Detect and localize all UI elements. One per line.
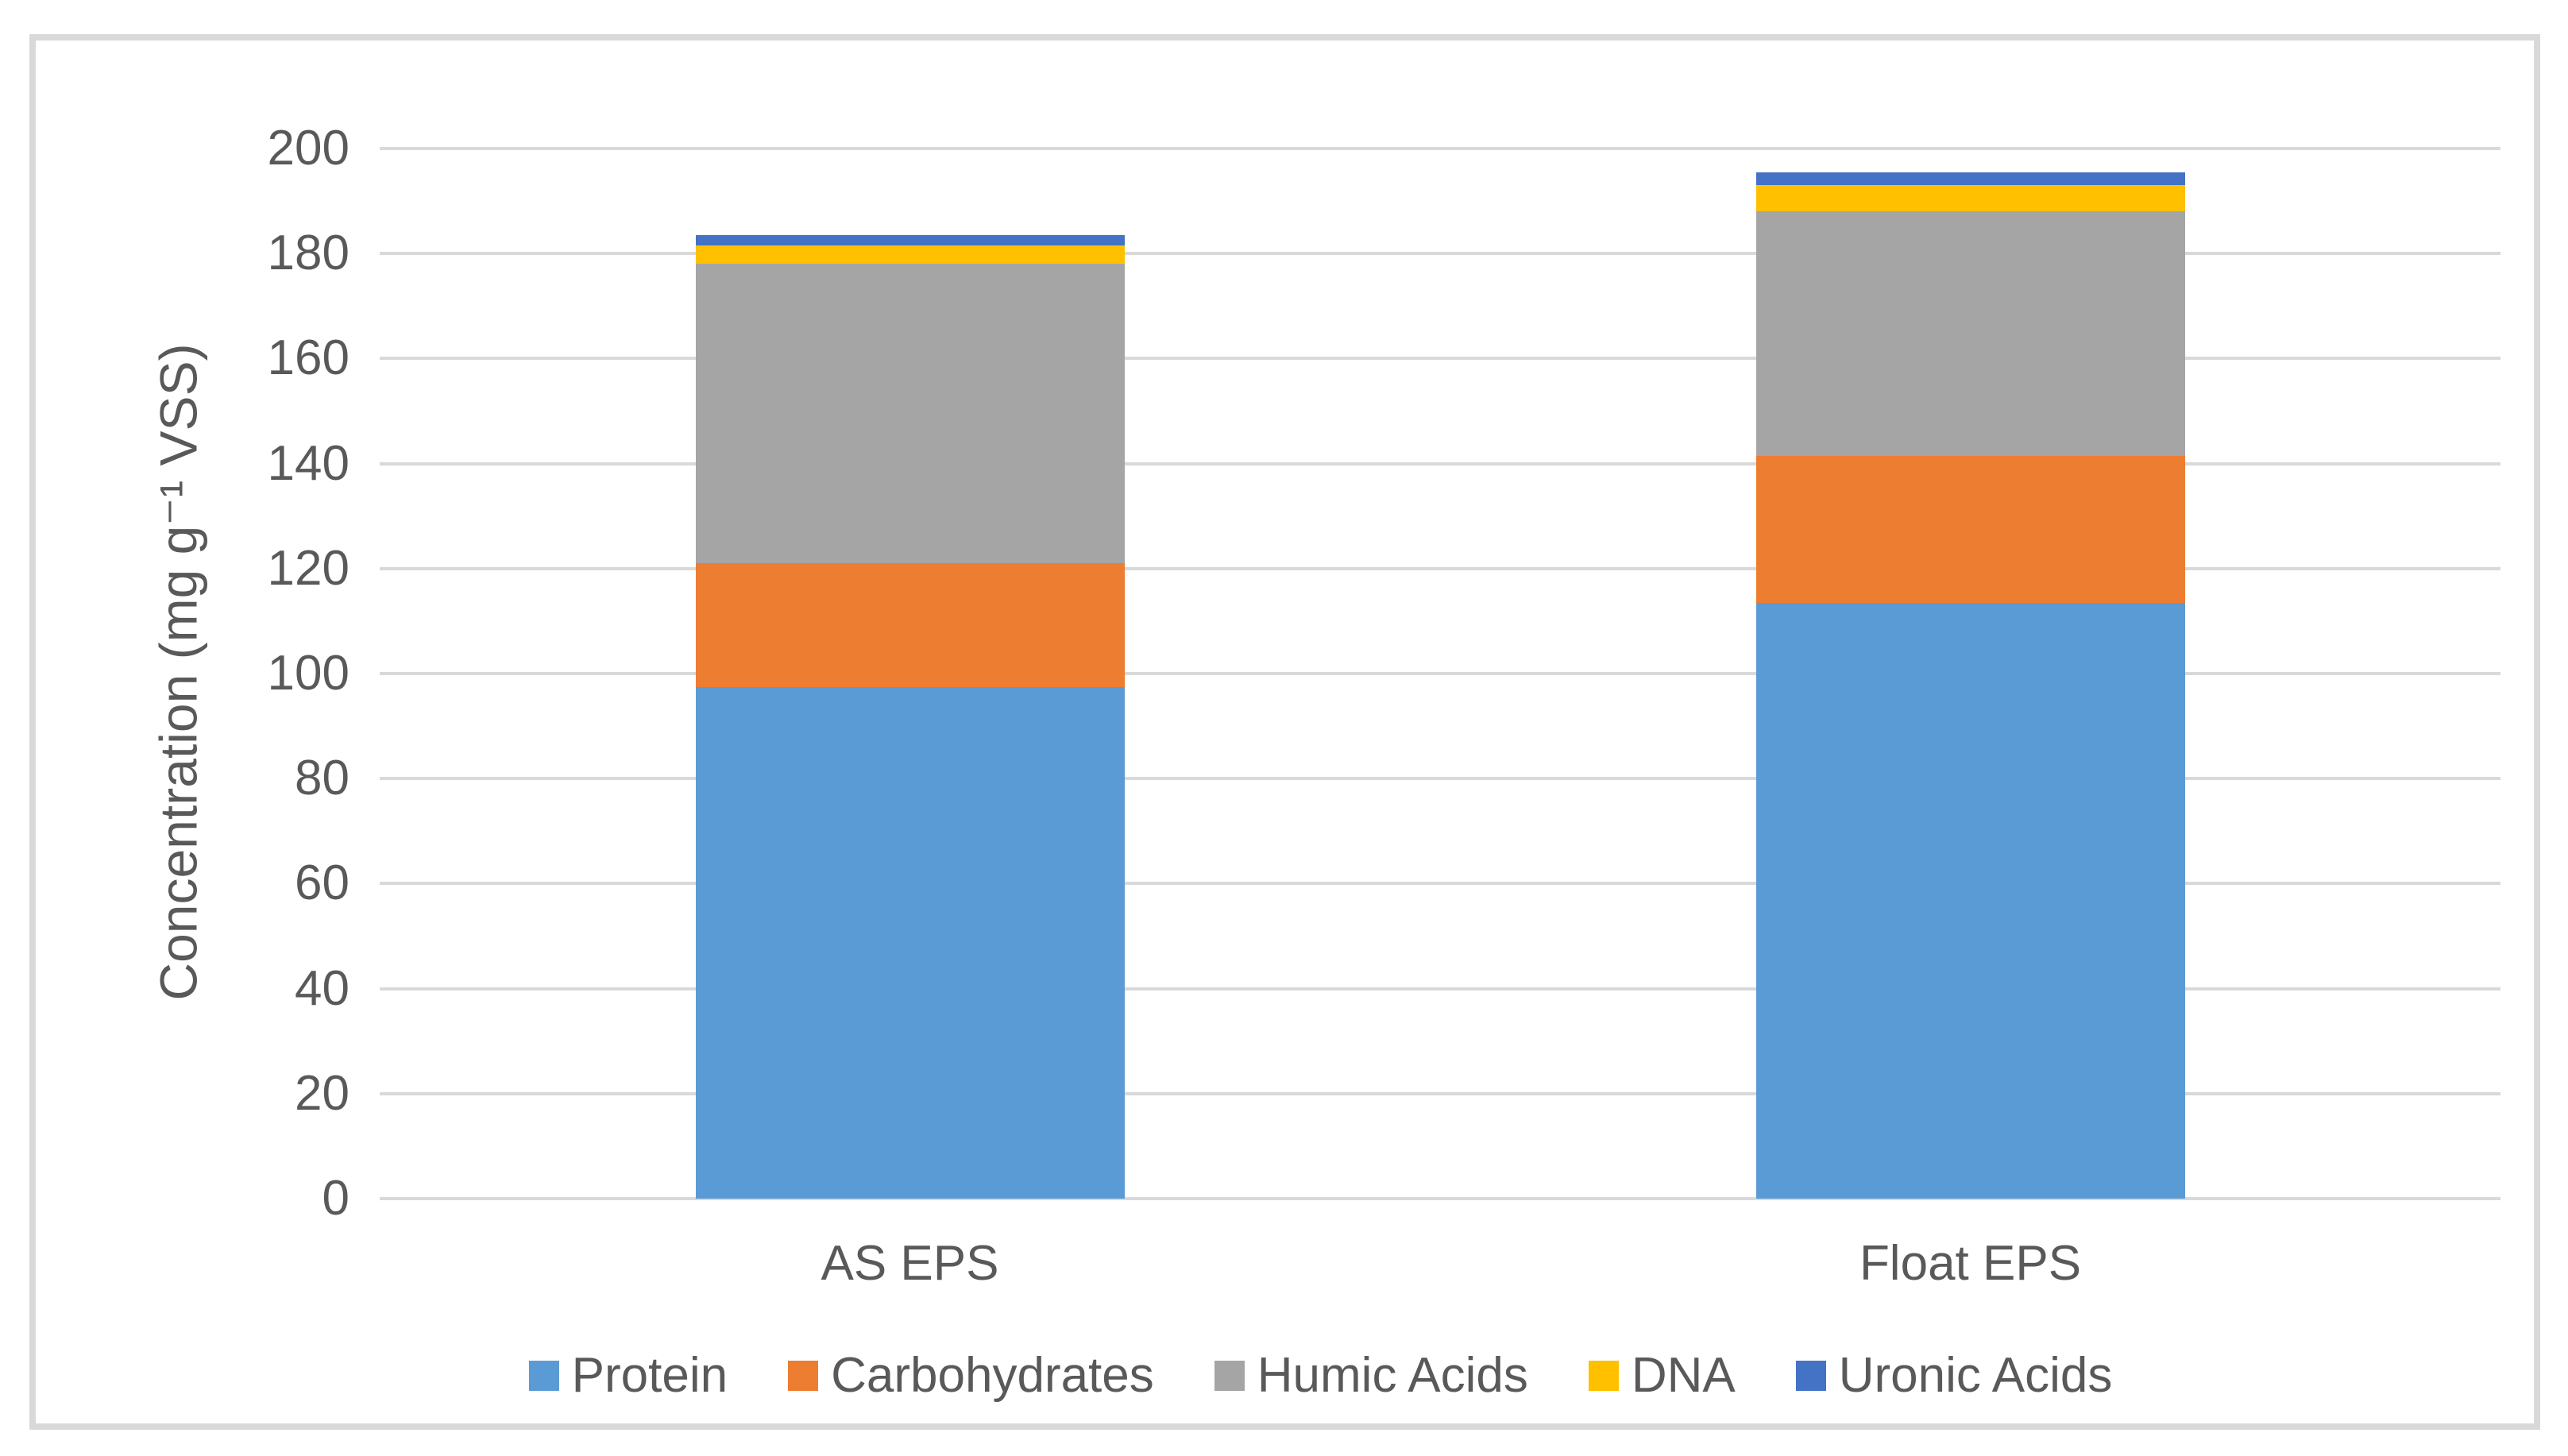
legend-item-carbohydrates: Carbohydrates: [788, 1345, 1154, 1407]
y-tick-label-200: 200: [267, 121, 349, 176]
y-tick-label-20: 20: [295, 1065, 349, 1121]
legend-swatch-protein: [528, 1361, 559, 1391]
legend-swatch-uronic-acids: [1795, 1361, 1826, 1391]
gridline-y-60: [380, 882, 2500, 886]
chart-legend: Protein Carbohydrates Humic Acids DNA Uronic…: [71, 1345, 2568, 1407]
bar-segment-protein: [1755, 602, 2185, 1199]
legend-swatch-carbohydrates: [788, 1361, 819, 1391]
bar-segment-carbohydrates: [695, 563, 1125, 687]
legend-label: Humic Acids: [1257, 1348, 1528, 1403]
gridline-y-80: [380, 777, 2500, 781]
legend-swatch-dna: [1588, 1361, 1619, 1391]
y-tick-label-120: 120: [267, 540, 349, 596]
bar-segment-humic-acids: [695, 264, 1125, 564]
legend-label: Uronic Acids: [1838, 1348, 2113, 1403]
gridline-y-40: [380, 987, 2500, 991]
gridline-y-180: [380, 252, 2500, 256]
x-axis-category-labels: AS EPS Float EPS: [380, 1234, 2500, 1297]
y-tick-label-0: 0: [322, 1171, 349, 1226]
legend-item-dna: DNA: [1588, 1345, 1736, 1407]
category-label-float-eps: Float EPS: [1859, 1236, 2082, 1291]
bar-segment-uronic-acids: [695, 235, 1125, 246]
legend-label: Carbohydrates: [831, 1348, 1154, 1403]
legend-item-uronic-acids: Uronic Acids: [1795, 1345, 2113, 1407]
y-tick-label-160: 160: [267, 330, 349, 386]
legend-item-humic-acids: Humic Acids: [1214, 1345, 1528, 1407]
gridline-y-200: [380, 147, 2500, 150]
gridline-y-140: [380, 462, 2500, 465]
bar-segment-carbohydrates: [1755, 455, 2185, 603]
bar-segment-humic-acids: [1755, 211, 2185, 456]
y-tick-label-100: 100: [267, 646, 349, 701]
chart-figure-frame: Concentration (mg g⁻¹ VSS) 0 20 40 60 80 100 1…: [29, 34, 2540, 1430]
gridline-y-0: [380, 1197, 2500, 1200]
y-tick-label-180: 180: [267, 226, 349, 281]
legend-swatch-humic-acids: [1214, 1361, 1245, 1391]
bar-segment-uronic-acids: [1755, 172, 2185, 186]
plot-area: [380, 147, 2500, 1200]
gridline-y-120: [380, 566, 2500, 570]
bar-segment-protein: [695, 686, 1125, 1199]
gridline-y-100: [380, 672, 2500, 675]
legend-label: DNA: [1631, 1348, 1736, 1403]
bar-segment-dna: [695, 245, 1125, 265]
y-tick-label-80: 80: [295, 751, 349, 806]
gridline-y-160: [380, 357, 2500, 361]
category-label-as-eps: AS EPS: [821, 1236, 999, 1291]
y-tick-label-140: 140: [267, 435, 349, 491]
legend-item-protein: Protein: [528, 1345, 728, 1407]
gridline-y-20: [380, 1091, 2500, 1095]
legend-label: Protein: [571, 1348, 728, 1403]
bar-segment-dna: [1755, 185, 2185, 212]
bar-stack-float-eps: [1755, 149, 2185, 1199]
y-tick-label-40: 40: [295, 960, 349, 1016]
y-tick-label-60: 60: [295, 855, 349, 911]
bar-stack-as-eps: [695, 149, 1125, 1199]
